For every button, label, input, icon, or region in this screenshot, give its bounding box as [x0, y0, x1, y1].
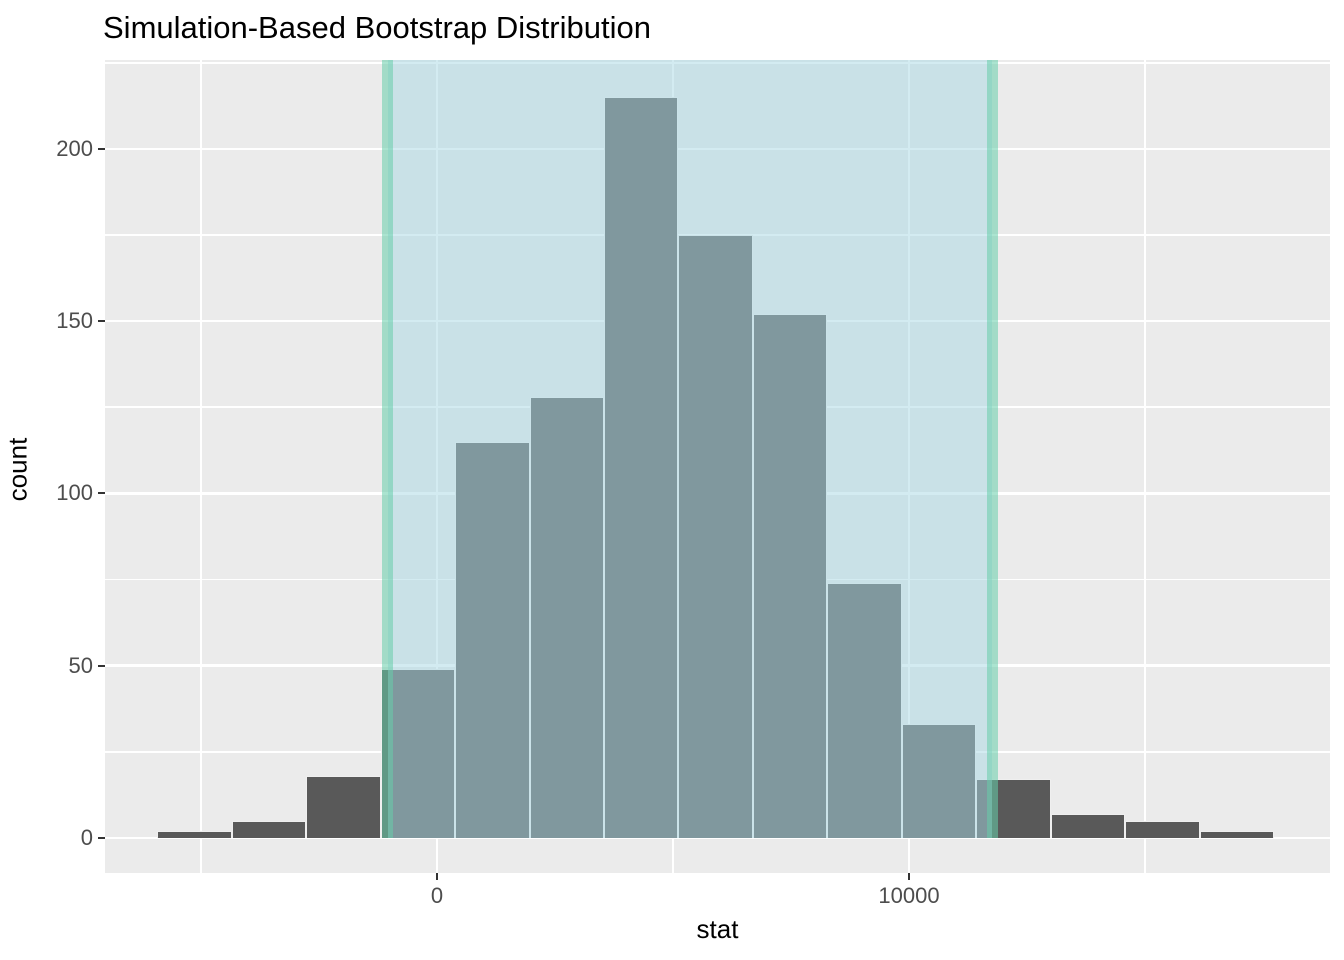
y-axis-tick [98, 836, 105, 839]
histogram-bar [231, 820, 307, 838]
x-axis-tick [436, 873, 438, 880]
y-tick-label: 200 [56, 135, 93, 161]
ci-upper-line [986, 60, 998, 838]
x-tick-label: 10000 [878, 883, 940, 908]
y-axis-tick [98, 664, 105, 667]
y-tick-label: 100 [56, 480, 93, 506]
ci-shade-region [387, 60, 993, 838]
histogram-bar [1050, 813, 1126, 838]
minor-gridline-x [200, 60, 202, 873]
minor-gridline-x [1144, 60, 1146, 873]
ci-lower-line [382, 60, 394, 838]
y-axis-tick [98, 147, 105, 150]
y-tick-label: 150 [56, 308, 93, 334]
histogram-bar [1199, 830, 1275, 838]
y-tick-label: 50 [68, 652, 93, 678]
histogram-bar [306, 775, 381, 838]
x-axis-tick [908, 873, 911, 880]
plot-panel [105, 60, 1330, 873]
histogram-bar [157, 830, 232, 838]
x-tick-label: 0 [430, 883, 444, 908]
y-tick-label: 0 [80, 824, 93, 850]
y-axis-title: count [2, 437, 33, 502]
histogram-bar [1125, 820, 1200, 838]
plot-title: Simulation-Based Bootstrap Distribution [103, 10, 651, 45]
x-axis-title: stat [696, 914, 739, 944]
y-axis-tick [98, 320, 105, 323]
y-axis-tick [98, 492, 105, 495]
